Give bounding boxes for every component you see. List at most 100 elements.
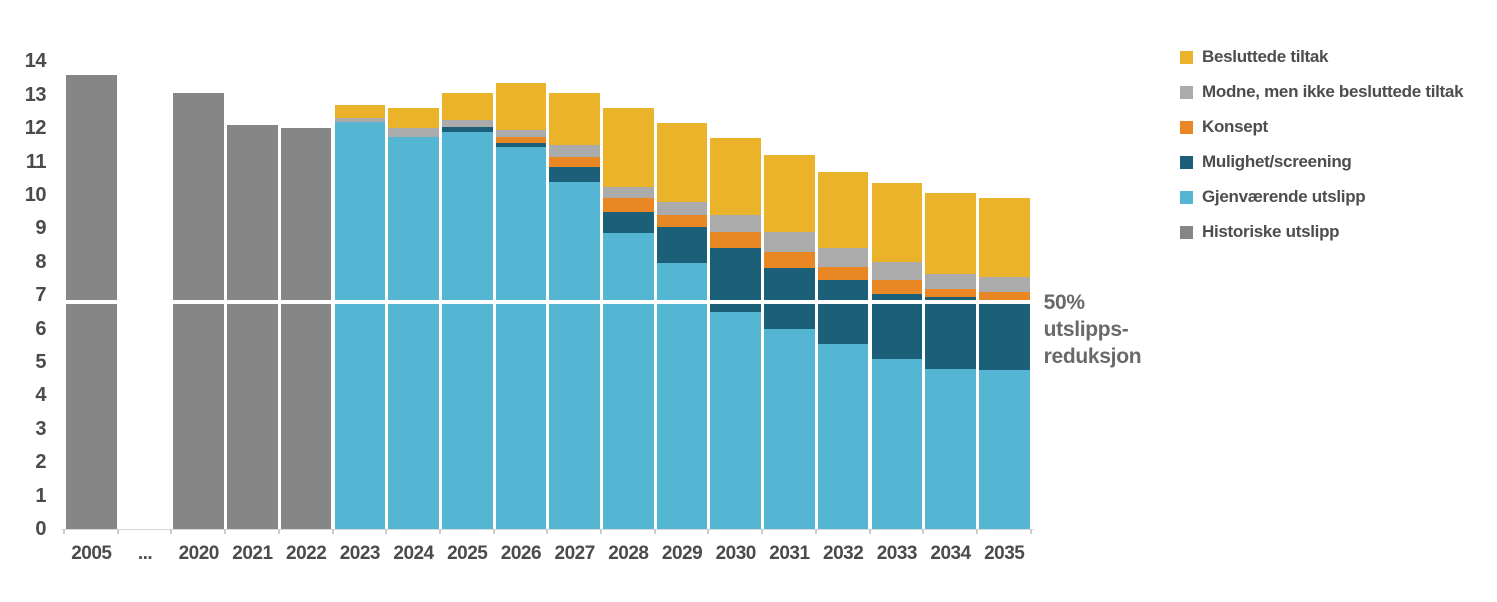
y-axis-tick-label: 11 [25,150,47,173]
bar-segment [495,136,547,144]
x-axis-tick-label: 2020 [178,543,220,564]
bar-segment [710,311,762,529]
bar-segment [871,183,923,262]
bar-segment [817,171,869,249]
bar-2031 [764,154,815,529]
legend: Besluttede tiltak Modne, men ikke beslut… [1180,46,1464,256]
x-axis-tick [922,529,925,534]
bar-segment [817,248,869,267]
legend-swatch-icon [1180,50,1193,64]
bar-segment [549,93,600,145]
x-axis-tick-label: 2027 [554,543,596,564]
bar-segment [334,118,386,122]
bar-segment [925,193,976,274]
y-axis-tick-label: 1 [35,484,46,507]
annotation-line-3: reduksjon [1043,345,1142,368]
legend-label: Gjenværende utslipp [1202,187,1366,206]
y-axis-tick-label: 6 [35,317,46,340]
y-axis-tick-label: 12 [24,117,47,140]
x-axis-tick [1029,529,1032,534]
legend-label: Konsept [1202,117,1268,136]
bar-segment [173,93,225,529]
bar-segment [334,121,386,529]
legend-item-gjenvaerende: Gjenværende utslipp [1180,186,1463,208]
bar-segment [871,280,923,294]
bar-segment [925,273,976,289]
bar-segment [603,198,654,212]
bar-2034 [925,193,976,529]
annotation-line-2: utslipps- [1043,318,1129,341]
x-axis-tick-label: 2021 [232,543,273,564]
annotation-line-1: 50% [1043,291,1085,314]
x-axis-tick-label: 2030 [715,543,757,564]
bar-segment [280,128,332,529]
x-axis-tick [707,529,710,534]
bar-segment [495,129,547,137]
bar-segment [441,93,493,120]
bar-segment [441,119,493,127]
y-axis-tick-label: 4 [35,384,46,407]
x-axis-tick [492,529,495,534]
bar-segment [925,368,976,529]
x-axis-tick [331,529,334,534]
bar-2030 [710,138,762,529]
bar-segment [710,215,762,232]
fifty-percent-reference-line [61,299,1032,304]
bar-segment [817,280,869,344]
x-axis-tick [277,529,280,534]
x-axis-tick-label: 2029 [661,543,703,564]
x-axis-tick [63,529,65,534]
legend-item-mulighet: Mulighet/screening [1180,151,1463,173]
bar-2025 [441,93,493,529]
legend-swatch-icon [1180,120,1193,134]
bar-segment [925,288,976,297]
bar-segment [549,144,600,157]
y-axis-tick-label: 13 [24,83,47,106]
bar-segment [925,296,976,369]
bar-segment [603,211,654,234]
legend-label: Besluttede tiltak [1202,47,1329,66]
bar-segment [227,124,278,529]
x-axis-tick-label: 2024 [393,543,434,564]
bar-segment [495,146,547,529]
bar-2032 [817,171,869,529]
y-axis-tick-label: 3 [35,417,46,440]
x-axis-tick-label: 2032 [823,543,864,564]
fifty-percent-annotation: 50% utslipps- reduksjon [1044,289,1142,370]
bar-2029 [656,123,708,529]
x-axis-tick [814,529,817,534]
bar-segment [441,131,493,529]
y-axis-tick-label: 7 [35,284,46,307]
y-axis-tick-label: 0 [35,518,46,540]
x-axis-tick-label: 2031 [769,543,810,564]
legend-swatch-icon [1180,155,1193,169]
x-axis-tick-label: 2026 [500,543,542,564]
x-axis-tick [761,529,764,534]
bar-segment [656,226,708,264]
x-axis-tick [385,529,388,534]
legend-item-modne: Modne, men ikke besluttede tiltak [1180,81,1464,103]
legend-label: Modne, men ikke besluttede tiltak [1202,82,1464,101]
bar-segment [764,251,815,269]
bar-segment [764,154,815,232]
legend-swatch-icon [1180,190,1193,204]
x-axis-tick [438,529,441,534]
x-axis-tick [546,529,549,534]
bar-segment [710,231,762,249]
bar-segment [871,293,923,359]
bar-segment [871,261,923,281]
bar-2027 [549,93,600,529]
y-axis-tick-label: 9 [35,217,46,240]
y-axis-tick-label: 5 [35,351,46,373]
x-axis-tick [975,529,978,534]
bar-2024 [388,108,439,529]
x-axis-tick [600,529,602,534]
bar-segment [817,343,869,529]
bar-segment [603,186,654,199]
bar-segment [334,104,386,119]
y-axis-tick-label: 8 [35,250,46,273]
bar-segment [871,358,923,529]
x-axis-tick [868,529,871,534]
legend-swatch-icon [1180,85,1193,99]
